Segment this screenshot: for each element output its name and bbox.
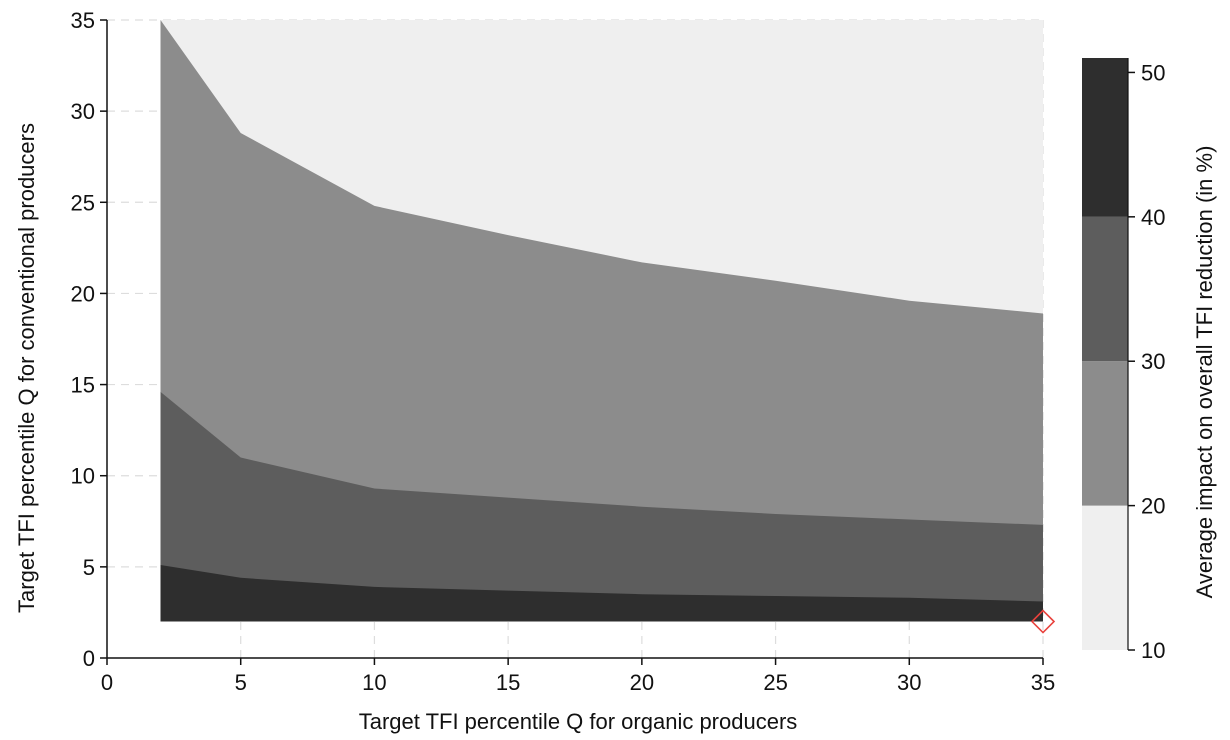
y-tick-label: 20 — [71, 281, 95, 306]
contour-region-30-40 — [160, 391, 1043, 622]
colorbar-tick-label: 50 — [1141, 60, 1165, 85]
x-tick-label: 35 — [1031, 670, 1055, 695]
y-tick-label: 10 — [71, 464, 95, 489]
colorbar-segment-30-40 — [1082, 216, 1128, 362]
x-axis-title: Target TFI percentile Q for organic prod… — [359, 709, 798, 734]
colorbar-segment-40-50 — [1082, 58, 1128, 217]
colorbar-title: Average impact on overall TFI reduction … — [1192, 146, 1217, 599]
colorbar-segment-10-20 — [1082, 505, 1128, 650]
y-axis-title: Target TFI percentile Q for conventional… — [14, 123, 39, 613]
y-tick-label: 15 — [71, 373, 95, 398]
y-tick-label: 5 — [83, 555, 95, 580]
y-tick-label: 25 — [71, 190, 95, 215]
colorbar-tick-label: 40 — [1141, 205, 1165, 230]
colorbar-segment-20-30 — [1082, 361, 1128, 506]
y-tick-label: 30 — [71, 99, 95, 124]
x-tick-label: 10 — [362, 670, 386, 695]
x-tick-label: 20 — [630, 670, 654, 695]
contour-region-40-50 — [160, 565, 1043, 622]
plot-area: 0 5 10 15 20 25 30 35 0 5 10 15 20 25 30 35 — [71, 8, 1056, 695]
x-tick-label: 5 — [235, 670, 247, 695]
y-tick-label: 0 — [83, 646, 95, 671]
diamond-marker — [1030, 609, 1056, 634]
x-tick-label: 15 — [496, 670, 520, 695]
colorbar-tick-label: 20 — [1141, 494, 1165, 519]
x-tick-label: 0 — [101, 670, 113, 695]
x-tick-label: 30 — [897, 670, 921, 695]
x-tick-label: 25 — [763, 670, 787, 695]
contour-region-20-30 — [160, 20, 1043, 622]
y-tick-label: 35 — [71, 8, 95, 33]
colorbar: 10 20 30 40 50 — [1082, 58, 1165, 663]
colorbar-tick-label: 10 — [1141, 638, 1165, 663]
colorbar-tick-label: 30 — [1141, 349, 1165, 374]
